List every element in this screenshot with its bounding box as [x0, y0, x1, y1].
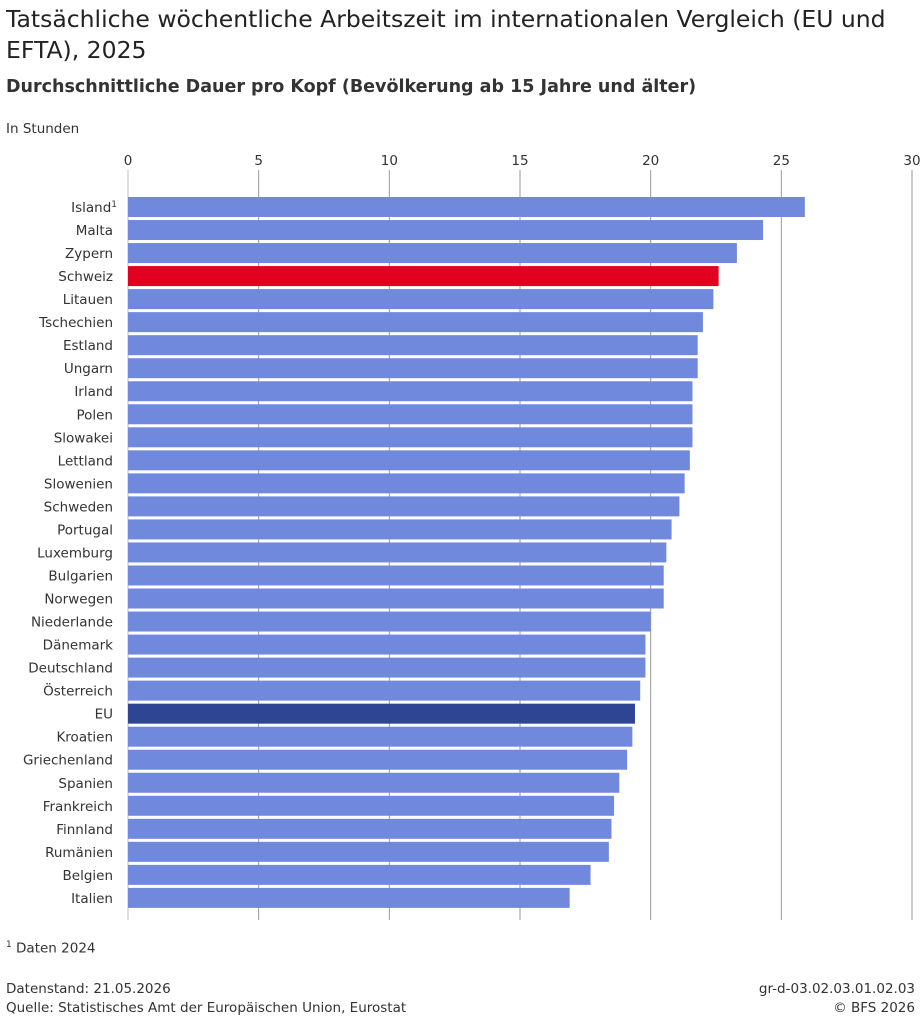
- category-label: Schweiz: [58, 269, 113, 285]
- bar-dänemark: [128, 634, 646, 655]
- x-tick-label: 15: [511, 153, 528, 169]
- bar-spanien: [128, 772, 620, 793]
- bar-schweiz: [128, 266, 719, 287]
- x-tick-label: 25: [773, 153, 790, 169]
- x-tick-label: 5: [254, 153, 263, 169]
- bar-estland: [128, 335, 698, 356]
- category-label: Polen: [76, 407, 113, 423]
- bar-österreich: [128, 680, 641, 701]
- bar-luxemburg: [128, 542, 667, 563]
- bar-polen: [128, 404, 693, 425]
- category-label: Rumänien: [45, 845, 113, 861]
- bar-chart: 0 5 10 15 20 25 30 Island1 Malta Zypern Schweiz Lit…: [23, 153, 921, 920]
- x-tick-label: 0: [124, 153, 133, 169]
- chart-code: gr-d-03.02.03.01.02.03: [758, 981, 915, 997]
- bar-norwegen: [128, 588, 664, 609]
- data-status: Datenstand: 21.05.2026: [6, 981, 171, 997]
- category-label: Litauen: [63, 292, 113, 308]
- category-label: Österreich: [43, 682, 113, 700]
- category-label: Luxemburg: [37, 545, 113, 561]
- category-label: Irland: [74, 384, 113, 400]
- category-label: Malta: [76, 223, 113, 239]
- category-label: Estland: [63, 338, 113, 354]
- category-label: Dänemark: [43, 638, 114, 654]
- bar-malta: [128, 220, 764, 241]
- bar-rumänien: [128, 841, 609, 862]
- category-label: Slowakei: [54, 430, 113, 446]
- bar-slowakei: [128, 427, 693, 448]
- category-label: Portugal: [57, 522, 113, 538]
- category-label: EU: [95, 707, 113, 723]
- category-label: Schweden: [44, 499, 113, 515]
- x-tick-label: 10: [381, 153, 398, 169]
- category-label: Niederlande: [31, 615, 113, 631]
- bar-belgien: [128, 864, 591, 885]
- chart-subtitle: Durchschnittliche Dauer pro Kopf (Bevölk…: [6, 77, 697, 97]
- footnote-text: Daten 2024: [16, 940, 96, 957]
- bar-irland: [128, 381, 693, 402]
- bar-ungarn: [128, 358, 698, 379]
- category-label: Island1: [71, 200, 117, 216]
- copyright: © BFS 2026: [833, 1000, 915, 1016]
- bar-italien: [128, 887, 570, 908]
- bar-deutschland: [128, 657, 646, 678]
- bar-niederlande: [128, 611, 651, 632]
- category-label: Ungarn: [64, 361, 113, 377]
- bar-frankreich: [128, 795, 615, 816]
- bar-lettland: [128, 450, 690, 471]
- x-tick-label: 20: [642, 153, 659, 169]
- unit-label: In Stunden: [6, 121, 80, 137]
- bar-eu: [128, 703, 635, 724]
- category-label: Frankreich: [43, 799, 113, 815]
- footnote-mark: 1: [6, 940, 12, 950]
- category-label: Finnland: [56, 822, 113, 838]
- category-label: Norwegen: [44, 592, 113, 608]
- category-label: Zypern: [65, 246, 113, 262]
- category-label: Kroatien: [56, 730, 113, 746]
- bar-zypern: [128, 243, 737, 264]
- bar-bulgarien: [128, 565, 664, 586]
- footnote: 1 Daten 2024: [6, 940, 96, 957]
- bar-griechenland: [128, 749, 628, 770]
- chart-title: Tatsächliche wöchentliche Arbeitszeit im…: [6, 5, 886, 64]
- bar-tschechien: [128, 312, 703, 333]
- category-label: Italien: [71, 891, 113, 907]
- category-label: Lettland: [58, 453, 113, 469]
- bar-island: [128, 197, 805, 217]
- bar-kroatien: [128, 726, 633, 747]
- category-label: Bulgarien: [48, 568, 113, 584]
- bar-schweden: [128, 496, 680, 517]
- bar-finnland: [128, 818, 612, 839]
- category-label: Deutschland: [28, 661, 113, 677]
- category-label: Belgien: [63, 868, 114, 884]
- category-label: Slowenien: [44, 476, 113, 492]
- category-label: Tschechien: [38, 315, 113, 331]
- data-source: Quelle: Statistisches Amt der Europäisch…: [6, 1000, 407, 1016]
- category-label: Spanien: [58, 776, 113, 792]
- bar-litauen: [128, 289, 714, 310]
- category-label: Griechenland: [23, 753, 113, 769]
- x-tick-label: 30: [903, 153, 920, 169]
- bar-portugal: [128, 519, 672, 540]
- bar-slowenien: [128, 473, 685, 494]
